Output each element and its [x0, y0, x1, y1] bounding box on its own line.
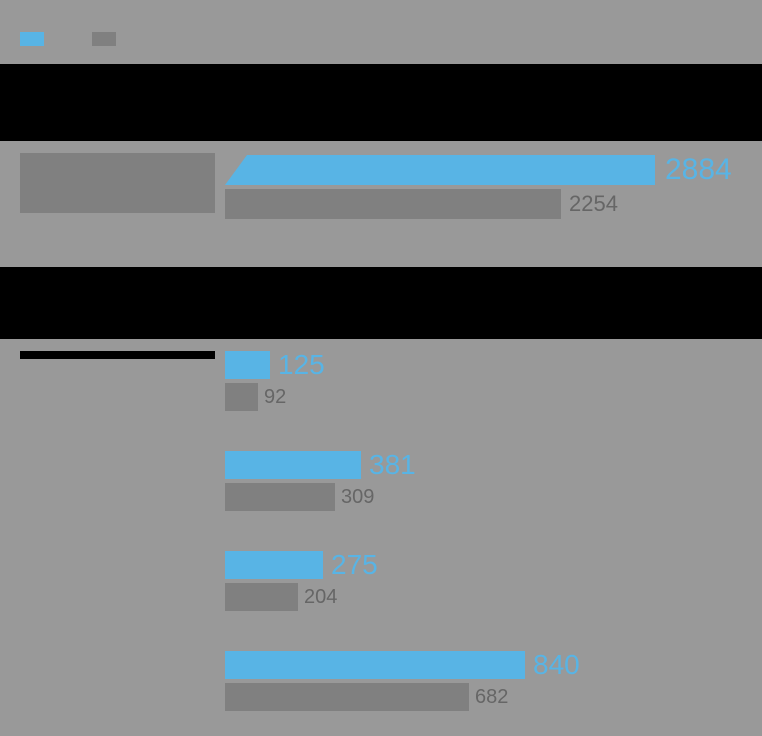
bar-row-secondary-g2-0: 92 [225, 383, 325, 411]
bar-row-secondary-1: 2254 [225, 189, 618, 219]
bar-row-primary-g2-1: 381 [225, 451, 416, 479]
bar-value-primary-g2-0: 125 [278, 351, 325, 379]
bar-pair-3: 840 682 [225, 651, 580, 711]
bar-row-primary-g2-2: 275 [225, 551, 378, 579]
bar-primary-g2-1 [225, 451, 361, 479]
section-divider-2 [0, 267, 762, 339]
bar-row-primary-g2-3: 840 [225, 651, 580, 679]
bar-primary-g2-3 [225, 651, 525, 679]
bar-secondary-1 [225, 189, 561, 219]
legend-swatch-secondary [92, 32, 116, 46]
bar-pair-2: 275204 [225, 551, 378, 611]
bar-row-primary-1: 2884 [225, 155, 732, 185]
bar-row-secondary-g2-2: 204 [225, 583, 378, 611]
legend-item-secondary [92, 32, 124, 46]
bar-value-primary-1: 2884 [665, 155, 732, 185]
bar-value-secondary-g2-2: 204 [304, 587, 337, 607]
legend [20, 32, 124, 46]
legend-swatch-primary [20, 32, 44, 46]
bar-primary-g2-0 [225, 351, 270, 379]
bar-value-secondary-1: 2254 [569, 193, 618, 215]
bar-secondary-g2-3 [225, 683, 469, 711]
bar-row-secondary-g2-3: 682 [225, 683, 580, 711]
bar-row-primary-g2-0: 125 [225, 351, 325, 379]
bar-secondary-g2-0 [225, 383, 258, 411]
bar-pair-1: 381309 [225, 451, 416, 511]
bar-pair-0: 12592 [225, 351, 325, 411]
section-divider-1 [0, 64, 762, 141]
bar-primary-1 [225, 155, 655, 185]
category-box-1 [20, 153, 215, 213]
bar-secondary-g2-2 [225, 583, 298, 611]
chart-group-1: 2884 2254 [0, 141, 762, 267]
bar-value-secondary-g2-3: 682 [475, 687, 508, 707]
bar-primary-g2-2 [225, 551, 323, 579]
bar-value-primary-g2-2: 275 [331, 551, 378, 579]
legend-item-primary [20, 32, 52, 46]
bar-value-primary-g2-1: 381 [369, 451, 416, 479]
bar-value-secondary-g2-1: 309 [341, 487, 374, 507]
bar-row-secondary-g2-1: 309 [225, 483, 416, 511]
bar-secondary-g2-1 [225, 483, 335, 511]
bar-value-secondary-g2-0: 92 [264, 387, 286, 407]
category-marker-2 [20, 351, 215, 359]
bar-value-primary-g2-3: 840 [533, 651, 580, 679]
